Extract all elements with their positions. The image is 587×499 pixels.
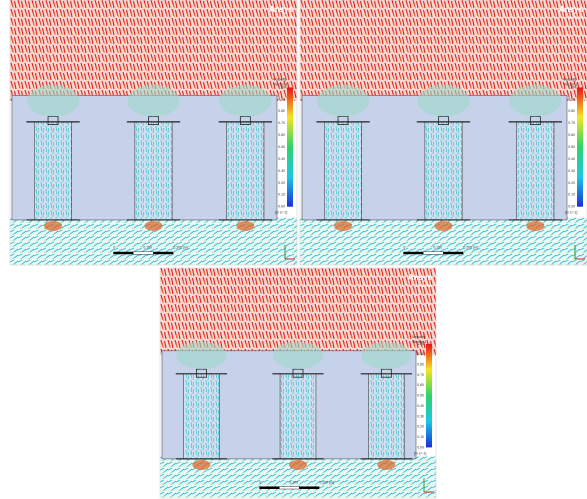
version: 2022 R2 <box>568 15 584 20</box>
legend-tick: 0.20 <box>278 181 285 185</box>
scale-bar <box>259 487 279 490</box>
jet <box>526 221 544 231</box>
colorbar <box>287 87 293 206</box>
scale-label: 0 <box>259 480 261 484</box>
scale-label: 0.100 <box>143 246 152 250</box>
jet <box>44 221 62 231</box>
legend-tick: 0.50 <box>278 145 285 149</box>
logo: Ansys <box>559 5 584 14</box>
scale-label: 0 <box>113 246 115 250</box>
legend-tick: 0.10 <box>568 193 575 197</box>
legend-tick: 0.40 <box>417 404 424 408</box>
legend-tick: 0.00 <box>568 205 575 209</box>
legend-tick: 0.70 <box>417 373 424 377</box>
plume <box>127 85 179 117</box>
plume <box>273 342 323 370</box>
jet <box>236 221 254 231</box>
scale-label: 0.100 <box>433 246 442 250</box>
legend-tick: 0.90 <box>417 352 424 356</box>
legend-unit: [m s^-1] <box>275 211 287 215</box>
scale-label: 0.200 (m) <box>173 246 188 250</box>
legend-tick: 0.80 <box>568 109 575 113</box>
jet <box>289 460 307 470</box>
colorbar <box>426 344 432 448</box>
flow-column <box>227 122 264 220</box>
legend-tick: 0.60 <box>417 383 424 387</box>
legend-tick: 0.30 <box>278 169 285 173</box>
legend-unit: [m s^-1] <box>414 451 426 455</box>
legend-tick: 1.00 <box>417 342 424 346</box>
legend-tick: 0.30 <box>417 414 424 418</box>
version: 2022 R2 <box>278 15 294 20</box>
legend-tick: 0.70 <box>568 121 575 125</box>
logo: Ansys <box>269 5 294 14</box>
legend-tick: 1.00 <box>278 85 285 89</box>
plume <box>219 85 271 117</box>
legend-tick: 0.60 <box>278 133 285 137</box>
jet <box>145 221 163 231</box>
logo: Ansys <box>408 273 433 282</box>
scale-bar <box>113 252 133 255</box>
scale-label: 0.200 (m) <box>319 480 334 484</box>
plume <box>176 342 226 370</box>
flow-column <box>425 122 462 220</box>
flow-column <box>517 122 554 220</box>
legend-tick: 0.10 <box>417 435 424 439</box>
jet <box>192 460 210 470</box>
legend-tick: 0.00 <box>278 205 285 209</box>
legend-tick: 0.40 <box>278 157 285 161</box>
legend-tick: 0.80 <box>417 363 424 367</box>
flow-column <box>34 122 71 220</box>
version: 2022 R2 <box>417 283 433 288</box>
legend-tick: 0.90 <box>568 97 575 101</box>
legend-tick: 0.20 <box>568 181 575 185</box>
scale-bar <box>443 252 463 255</box>
jet <box>377 460 395 470</box>
plume <box>27 85 79 117</box>
jet <box>435 221 453 231</box>
scale-bar <box>299 487 319 490</box>
legend-tick: 1.00 <box>568 85 575 89</box>
legend-tick: 0.00 <box>417 445 424 449</box>
scale-label: 0.200 (m) <box>463 246 478 250</box>
scale-bar <box>403 252 423 255</box>
plume <box>317 85 369 117</box>
legend-tick: 0.50 <box>568 145 575 149</box>
scale-label: 0 <box>403 246 405 250</box>
legend-tick: 0.90 <box>278 97 285 101</box>
flow-column <box>183 374 219 459</box>
plume <box>361 342 411 370</box>
figure: VelocityVector 11.000.900.800.700.600.50… <box>0 0 587 499</box>
legend-tick: 0.10 <box>278 193 285 197</box>
scale-bar <box>423 252 443 255</box>
flow-column <box>135 122 172 220</box>
legend-tick: 0.30 <box>568 169 575 173</box>
scale-label: 0.100 <box>289 480 298 484</box>
legend-tick: 0.50 <box>417 394 424 398</box>
scale-bar <box>133 252 153 255</box>
page: {"panels": [ {"logo": "Ansys", "version"… <box>0 0 587 499</box>
flow-column <box>280 374 316 459</box>
legend-tick: 0.70 <box>278 121 285 125</box>
colorbar <box>577 87 583 206</box>
plume <box>509 85 561 117</box>
legend-unit: [m s^-1] <box>565 211 577 215</box>
plume <box>417 85 469 117</box>
legend-tick: 0.80 <box>278 109 285 113</box>
jet <box>334 221 352 231</box>
scale-bar <box>153 252 173 255</box>
scale-bar <box>279 487 299 490</box>
legend-tick: 0.20 <box>417 425 424 429</box>
flow-column <box>368 374 404 459</box>
flow-column <box>324 122 361 220</box>
legend-tick: 0.60 <box>568 133 575 137</box>
legend-tick: 0.40 <box>568 157 575 161</box>
